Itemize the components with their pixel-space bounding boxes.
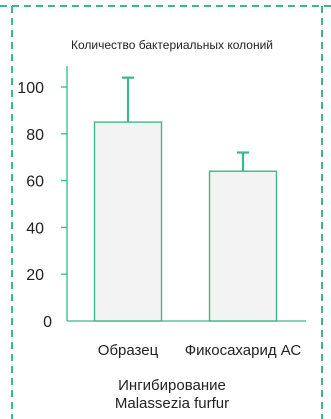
x-tick-label-0: Образец [98,342,159,359]
y-tick-label-20: 20 [26,267,44,284]
y-ticks: 0 20 40 60 80 100 [17,80,67,331]
bars [93,76,278,322]
bar-1 [208,170,278,322]
y-tick-label-40: 40 [26,220,44,237]
y-tick-label-60: 60 [26,174,44,191]
caption-line-1: Ингибирование [118,377,226,394]
chart-title: Количество бактериальных колоний [71,38,273,52]
y-tick-label-100: 100 [17,80,44,97]
bar-0 [93,121,163,322]
caption-line-2: Malassezia furfur [115,395,229,412]
x-tick-label-1: Фикосахарид АС [185,342,302,359]
x-tick-labels: Образец Фикосахарид АС [98,342,302,359]
y-tick-label-0: 0 [43,314,52,331]
y-tick-label-80: 80 [26,127,44,144]
